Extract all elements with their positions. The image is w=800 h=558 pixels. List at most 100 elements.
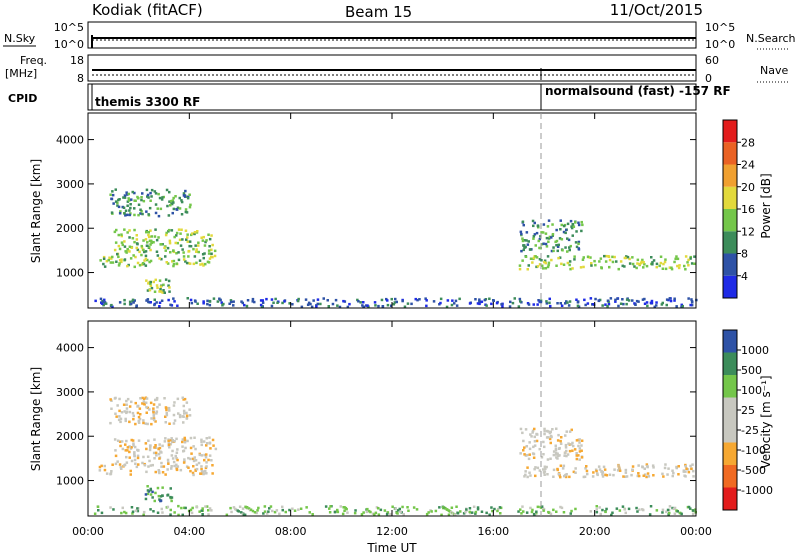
velocity-cell [162, 465, 166, 468]
power-cell [213, 254, 217, 258]
power-cell [559, 219, 562, 222]
velocity-cell [371, 512, 375, 515]
power-cell [161, 291, 164, 294]
power-cell [590, 264, 593, 267]
power-cell [684, 268, 687, 271]
velocity-cell [166, 505, 170, 509]
power-cell [128, 250, 131, 253]
velocity-cell [164, 437, 167, 440]
velocity-cell [191, 506, 194, 510]
power-cell [521, 259, 524, 262]
power-colorbar-tick-label: 28 [741, 136, 755, 149]
power-cell [566, 222, 570, 226]
power-cell [525, 239, 528, 242]
velocity-cell [556, 452, 559, 455]
velocity-cell [575, 454, 578, 457]
velocity-cell [146, 422, 149, 426]
power-cell [129, 302, 133, 306]
power-cell [621, 298, 624, 301]
velocity-cell [209, 447, 212, 450]
power-cell [655, 301, 658, 304]
power-cell [134, 255, 137, 259]
power-colorbar-swatch [723, 275, 737, 298]
velocity-colorbar-swatch [723, 420, 737, 443]
velocity-cell [564, 475, 568, 479]
velocity-cell [120, 467, 123, 470]
power-cell [527, 240, 530, 243]
velocity-cell [667, 513, 670, 516]
power-cell [172, 297, 175, 300]
velocity-cell [124, 449, 127, 452]
velocity-cell [528, 447, 532, 451]
power-cell [571, 223, 574, 226]
power-cell [169, 251, 172, 254]
power-cell [144, 254, 148, 258]
velocity-cell [563, 451, 567, 455]
power-cell [157, 236, 160, 239]
power-cell [111, 305, 114, 309]
power-cell [617, 267, 620, 271]
nave-tick-high: 60 [705, 54, 719, 67]
power-cell [149, 248, 152, 252]
velocity-cell [499, 512, 502, 515]
velocity-cell [114, 454, 118, 458]
velocity-cell [103, 464, 106, 468]
power-cell [149, 259, 153, 263]
velocity-cell [574, 467, 577, 470]
power-cell [571, 234, 574, 237]
power-cell [526, 268, 529, 271]
velocity-cell [684, 475, 687, 478]
velocity-cell [182, 421, 185, 424]
power-cell [154, 192, 158, 195]
velocity-cell [293, 509, 297, 512]
power-cell [135, 305, 138, 308]
velocity-cell [129, 447, 133, 450]
velocity-cell [559, 464, 563, 467]
velocity-cell [427, 511, 430, 514]
velocity-cell [165, 408, 168, 412]
velocity-cell [166, 458, 170, 462]
power-cell [198, 259, 202, 262]
velocity-cell [552, 475, 555, 478]
power-cell [356, 298, 359, 302]
power-cell [322, 297, 325, 300]
velocity-cell [124, 419, 127, 423]
velocity-colorbar-swatch [723, 375, 737, 398]
power-cell [336, 304, 339, 307]
velocity-cell [200, 465, 203, 468]
velocity-colorbar-tick-label: -100 [741, 444, 766, 457]
power-cell [625, 298, 629, 301]
xtick-label: 12:00 [376, 525, 408, 538]
power-cell [684, 255, 688, 258]
power-cell [132, 254, 135, 257]
velocity-cell [238, 505, 242, 508]
velocity-cell [646, 465, 649, 469]
power-colorbar-tick-label: 4 [741, 270, 748, 283]
velocity-cell [110, 407, 113, 410]
power-cell [118, 198, 121, 201]
power-cell [568, 260, 572, 263]
power-cell [149, 199, 152, 202]
power-cell [128, 209, 131, 212]
power-cell [188, 240, 192, 243]
velocity-cell [519, 452, 522, 455]
power-cell [568, 300, 572, 303]
velocity-cell [542, 471, 546, 474]
velocity-cell [577, 444, 580, 448]
velocity-cell [163, 440, 167, 443]
power-cell [176, 241, 179, 245]
power-cell [154, 203, 158, 206]
power-cell [202, 300, 205, 303]
power-cell [196, 230, 199, 233]
velocity-cell [155, 396, 159, 400]
power-cell [177, 258, 181, 262]
velocity-cell [391, 505, 394, 508]
velocity-cell [169, 513, 172, 516]
power-cell [186, 196, 190, 200]
velocity-cell [131, 510, 135, 513]
velocity-cell [599, 512, 602, 516]
power-cell [213, 249, 217, 253]
power-cell [386, 303, 390, 307]
velocity-cell [529, 506, 532, 510]
power-cell [641, 258, 644, 262]
